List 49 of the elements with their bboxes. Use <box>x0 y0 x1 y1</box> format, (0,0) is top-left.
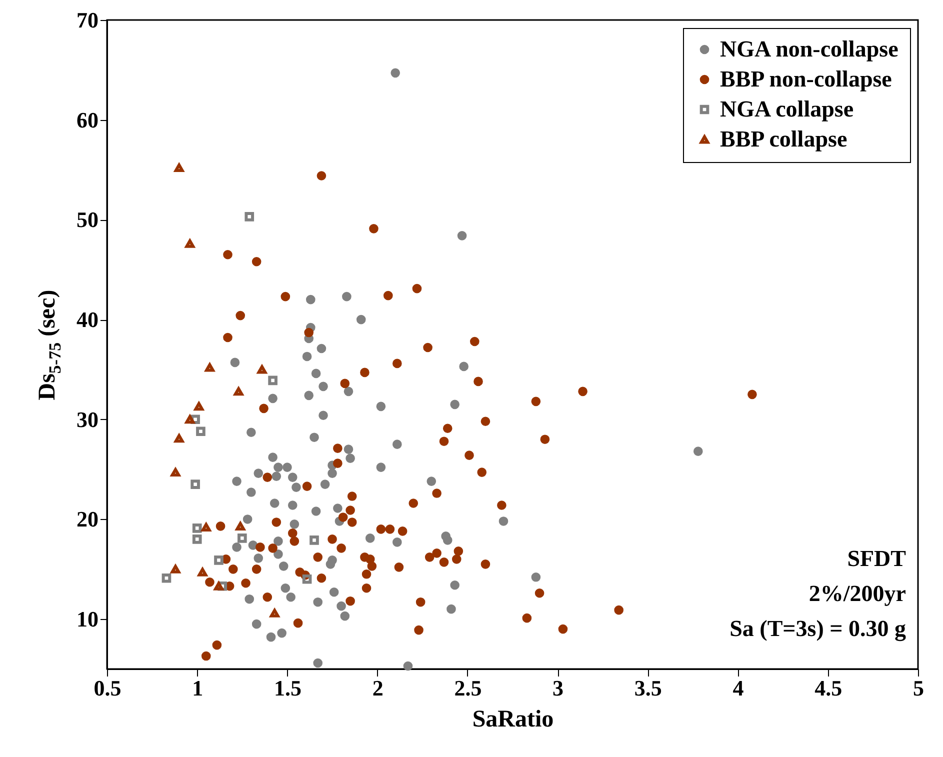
x-tick-label: 1 <box>192 676 204 700</box>
point <box>196 426 206 436</box>
point <box>162 573 172 583</box>
point <box>192 534 202 544</box>
point <box>214 556 224 565</box>
x-tick-label: 2 <box>372 676 384 700</box>
point <box>270 608 280 618</box>
point <box>170 564 180 574</box>
y-tick-label: 40 <box>76 307 98 332</box>
y-tick-label: 10 <box>76 606 98 632</box>
point <box>190 480 200 489</box>
legend-label: BBP non-collapse <box>720 66 892 92</box>
x-axis-title: SaRatio <box>472 706 554 732</box>
legend-label: NGA non-collapse <box>720 36 898 62</box>
y-tick-label: 60 <box>76 107 98 132</box>
y-tick-label: 50 <box>76 207 98 232</box>
y-tick-label: 30 <box>76 406 98 432</box>
x-tick-label: 0.5 <box>94 676 122 700</box>
point <box>302 574 312 584</box>
point <box>310 536 319 545</box>
x-tick-label: 4 <box>732 676 744 700</box>
point <box>174 164 184 172</box>
point <box>185 415 195 424</box>
point <box>174 434 184 443</box>
x-tick-label: 1.5 <box>274 676 302 700</box>
point <box>268 376 278 386</box>
annotation: SFDT <box>847 546 906 571</box>
point <box>257 365 267 374</box>
point <box>238 534 247 543</box>
y-tick-label: 70 <box>76 8 98 32</box>
annotation: 2%/200yr <box>808 581 906 606</box>
point <box>236 522 246 530</box>
point <box>198 568 208 576</box>
legend-label: BBP collapse <box>720 126 848 152</box>
x-tick-label: 3 <box>552 676 564 700</box>
point <box>170 468 180 477</box>
point <box>185 239 195 248</box>
legend-label: NGA collapse <box>720 96 854 122</box>
point <box>234 387 244 396</box>
point <box>192 524 202 533</box>
y-tick-label: 20 <box>76 506 98 532</box>
point <box>194 402 204 411</box>
x-tick-label: 5 <box>913 676 924 700</box>
point <box>244 212 254 222</box>
x-tick-label: 3.5 <box>634 676 662 700</box>
x-tick-label: 4.5 <box>814 676 842 700</box>
annotation: Sa (T=3s) = 0.30 g <box>730 616 906 642</box>
point <box>201 522 211 532</box>
x-tick-label: 2.5 <box>454 676 482 700</box>
